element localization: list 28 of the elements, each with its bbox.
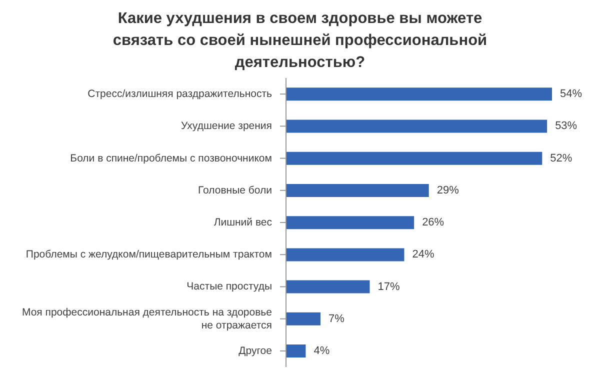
- data-label: 54%: [560, 88, 582, 100]
- y-tick-label: Стресс/излишняя раздражительность: [88, 88, 273, 100]
- data-label: 26%: [422, 216, 444, 229]
- data-label: 24%: [412, 248, 434, 261]
- data-label: 52%: [550, 152, 572, 164]
- data-label: 7%: [328, 312, 345, 325]
- data-label: 17%: [378, 280, 400, 293]
- y-tick-label: Моя профессиональная деятельность на здоровье не отражается: [22, 306, 272, 332]
- data-label: 4%: [314, 345, 330, 358]
- bar: [286, 216, 414, 230]
- y-tick-label: Ухудшение зрения: [180, 120, 272, 132]
- bar: [286, 184, 429, 197]
- bar: [286, 88, 552, 101]
- y-tick-label: Головные боли: [198, 184, 272, 196]
- chart-title: Какие ухудшения в своем здоровье вы можете связать со своей нынешней профессиональной деятельностью?: [112, 9, 488, 73]
- y-tick-label: Частые простуды: [186, 280, 272, 293]
- bar: [286, 120, 548, 133]
- bar: [286, 280, 370, 294]
- bar: [286, 312, 320, 326]
- y-tick-label: Проблемы с желудком/пищеварительным трактом: [26, 248, 272, 261]
- data-label: 53%: [555, 120, 578, 132]
- bar: [286, 248, 404, 262]
- data-label: 29%: [436, 184, 460, 196]
- y-tick-label: Боли в спине/проблемы с позвоночником: [70, 152, 272, 164]
- bar: [286, 344, 306, 358]
- bar: [286, 152, 542, 165]
- y-tick-label: Другое: [238, 344, 272, 357]
- y-tick-label: Лишний вес: [214, 216, 272, 228]
